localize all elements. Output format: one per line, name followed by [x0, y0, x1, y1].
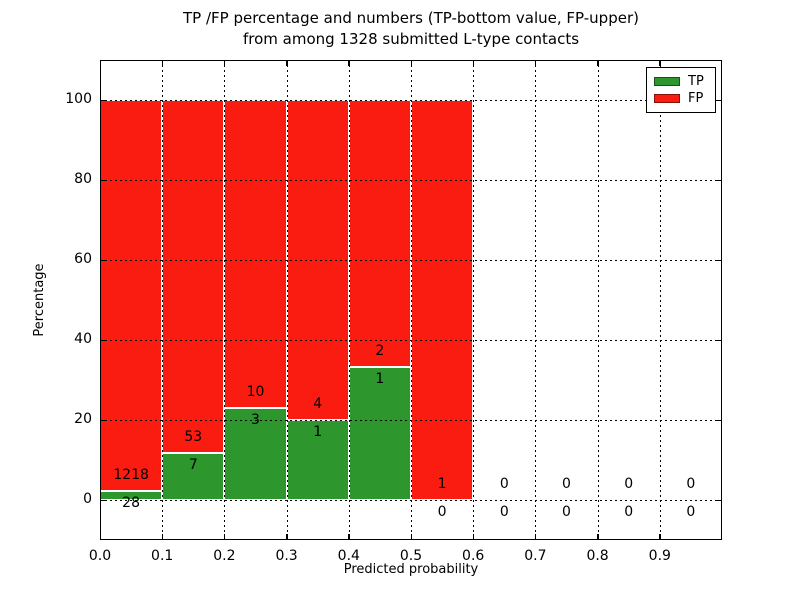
bar-tp-segment — [348, 366, 411, 500]
y-tick-label: 100 — [65, 91, 92, 107]
legend-item-tp: TP — [654, 75, 708, 88]
gridline-vertical — [224, 60, 226, 540]
x-tick-mark — [161, 60, 164, 66]
annotations-layer: 1218 28 53 7 10 3 4 1 2 1 1 0 0 0 0 0 0 0 0 0 — [100, 60, 722, 540]
x-tick-label: 0.3 — [275, 548, 298, 564]
y-tick-mark — [100, 179, 106, 181]
y-tick-mark — [100, 99, 106, 101]
fp-count-label: 1 — [437, 476, 447, 492]
fp-count-label: 0 — [562, 476, 571, 492]
bars-layer — [100, 60, 722, 540]
x-tick-label: 0.4 — [337, 548, 360, 564]
tp-count-label: 7 — [188, 457, 198, 474]
tp-count-label: 28 — [122, 495, 141, 511]
x-axis-label: Predicted probability — [343, 562, 479, 577]
tp-color-swatch — [654, 77, 680, 86]
x-tick-mark — [597, 60, 599, 66]
y-tick-mark — [100, 419, 106, 421]
y-tick-label: 40 — [74, 331, 92, 347]
legend-item-fp: FP — [654, 92, 708, 105]
tp-count-label: 0 — [437, 504, 447, 520]
gridline-vertical — [162, 60, 164, 540]
y-tick-mark — [716, 259, 722, 261]
legend-label-fp: FP — [688, 91, 704, 106]
tp-count-label: 0 — [499, 504, 509, 520]
x-tick-mark — [286, 60, 288, 66]
gridline-vertical — [286, 60, 288, 540]
x-tick-mark — [161, 534, 164, 540]
y-tick-label: 0 — [83, 491, 92, 507]
fp-count-label: 10 — [246, 383, 265, 400]
x-tick-label: 0.8 — [586, 548, 609, 564]
x-tick-mark — [410, 534, 412, 540]
x-tick-mark — [472, 534, 475, 540]
fp-count-label: 1218 — [113, 467, 149, 483]
tp-count-label: 0 — [686, 504, 696, 520]
bar-tp-segment — [286, 420, 349, 500]
gridline-vertical — [659, 60, 661, 540]
y-tick-label: 20 — [74, 411, 92, 427]
x-tick-mark — [223, 534, 226, 540]
fp-count-label: 0 — [686, 476, 696, 492]
fp-color-swatch — [654, 94, 680, 103]
y-tick-mark — [716, 419, 722, 421]
tp-count-label: 0 — [562, 504, 571, 520]
legend: TP FP — [646, 67, 716, 113]
grid-layer — [100, 60, 722, 540]
x-tick-mark — [410, 60, 412, 66]
bar-fp-segment — [224, 100, 287, 408]
y-tick-mark — [716, 99, 722, 101]
x-tick-mark — [348, 60, 350, 66]
bar-fp-segment — [348, 100, 411, 367]
y-tick-mark — [100, 259, 106, 261]
gridline-vertical — [597, 60, 599, 540]
tp-count-label: 1 — [375, 370, 385, 387]
gridline-vertical — [535, 60, 537, 540]
x-tick-mark — [472, 60, 475, 66]
y-tick-mark — [100, 339, 106, 341]
gridline-vertical — [473, 60, 475, 540]
gridline-vertical — [348, 60, 350, 540]
x-tick-label: 0.1 — [151, 548, 174, 564]
tp-count-label: 3 — [251, 411, 260, 428]
tp-count-label: 1 — [313, 424, 323, 440]
x-tick-mark — [534, 534, 537, 540]
x-tick-mark — [597, 534, 599, 540]
x-tick-mark — [348, 534, 350, 540]
x-tick-label: 0.5 — [399, 548, 423, 564]
x-tick-mark — [659, 534, 661, 540]
fp-count-label: 0 — [499, 476, 509, 492]
fp-count-label: 53 — [184, 429, 203, 446]
y-tick-label: 80 — [74, 171, 92, 187]
x-tick-mark — [223, 60, 226, 66]
y-tick-mark — [716, 339, 722, 341]
x-tick-label: 0.9 — [648, 548, 671, 564]
x-tick-label: 0.7 — [524, 548, 547, 564]
fp-count-label: 0 — [624, 476, 634, 492]
x-tick-label: 0.6 — [462, 548, 485, 564]
fp-count-label: 4 — [313, 396, 323, 412]
fp-count-label: 2 — [375, 342, 385, 359]
y-tick-mark — [716, 499, 722, 501]
x-tick-mark — [659, 60, 661, 66]
bar-tp-segment — [162, 453, 225, 500]
y-tick-mark — [100, 499, 106, 501]
x-tick-mark — [534, 60, 537, 66]
ticks-layer — [99, 60, 722, 540]
chart-title-line1: TP /FP percentage and numbers (TP-bottom… — [183, 9, 639, 27]
x-tick-label: 0.0 — [88, 548, 112, 564]
chart-title: TP /FP percentage and numbers (TP-bottom… — [100, 8, 722, 50]
y-axis-label: Percentage — [32, 263, 47, 337]
x-tick-mark — [286, 534, 288, 540]
y-tick-mark — [716, 179, 722, 181]
plot-area: 1218 28 53 7 10 3 4 1 2 1 1 0 0 0 0 0 0 0 0 0 TP FP — [99, 60, 722, 540]
gridline-vertical — [411, 60, 412, 540]
x-tick-label: 0.2 — [213, 548, 236, 564]
tp-count-label: 0 — [624, 504, 634, 520]
y-tick-label: 60 — [74, 251, 92, 267]
chart-title-line2: from among 1328 submitted L-type contact… — [242, 30, 580, 48]
legend-label-tp: TP — [688, 74, 704, 89]
